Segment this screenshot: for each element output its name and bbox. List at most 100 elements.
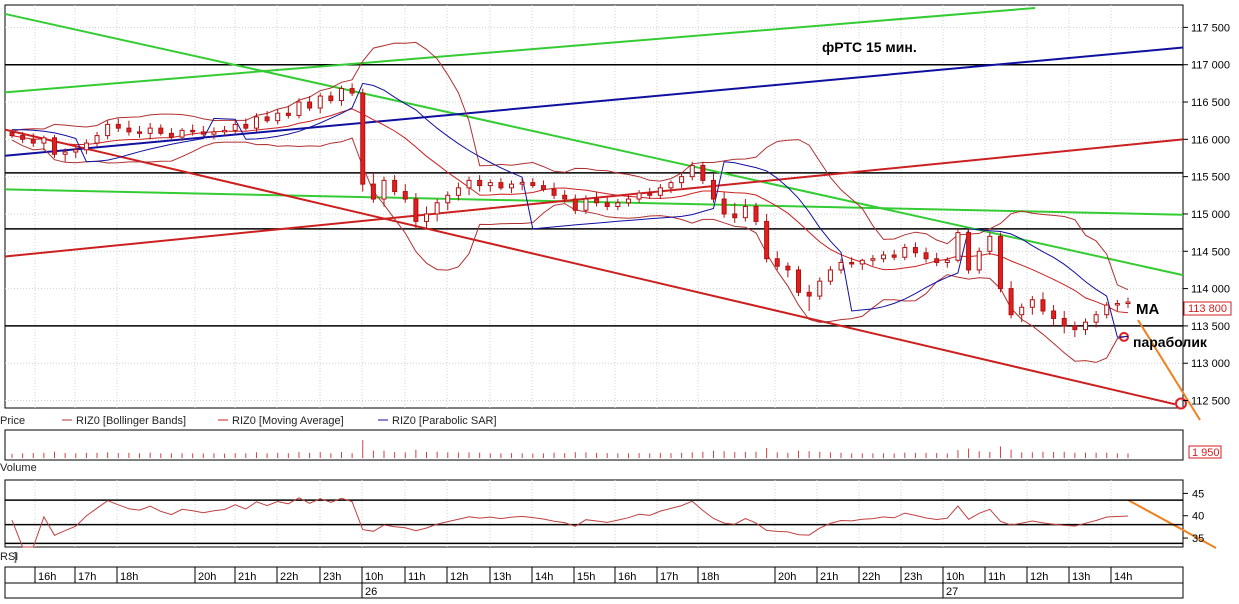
time-tick-label: 10h: [946, 571, 964, 583]
candle-body: [477, 179, 483, 187]
candle-body: [243, 123, 249, 129]
price-tick-label: 114 000: [1191, 284, 1230, 296]
moving-average: [11, 108, 1129, 314]
candle-body: [349, 88, 355, 94]
candle-body: [424, 213, 430, 222]
rsi-bracket: ]: [14, 551, 17, 563]
candle-body: [625, 198, 631, 204]
candle-body: [679, 176, 685, 184]
candle-body: [583, 198, 589, 211]
candle-body: [849, 261, 855, 265]
candle-body: [52, 137, 58, 155]
candle-body: [700, 164, 706, 181]
last-price-box: [1183, 301, 1232, 316]
candle-body: [594, 198, 600, 204]
legend-ma: RIZ0 [Moving Average]: [232, 415, 344, 427]
candle-body: [976, 250, 982, 271]
candle-body: [944, 259, 950, 263]
candle-body: [785, 265, 791, 271]
candle-body: [540, 185, 546, 190]
candle-body: [827, 269, 833, 282]
candle-body: [211, 131, 217, 135]
ma-annotation: MA: [1136, 301, 1159, 318]
candle-body: [222, 129, 228, 133]
candle-body: [764, 220, 770, 260]
rsi-plot: 45 40 35: [5, 488, 1217, 549]
candle-body: [572, 198, 578, 211]
candle-body: [296, 101, 302, 116]
candle-body: [551, 188, 557, 196]
candle-body: [966, 232, 972, 271]
candle-body: [955, 232, 961, 261]
candle-body: [317, 95, 323, 109]
candle-body: [466, 179, 472, 189]
time-tick-label: 23h: [323, 571, 341, 583]
sar-line: [11, 82, 1129, 338]
price-tick-label: 117 000: [1191, 60, 1230, 72]
time-tick-label: 11h: [988, 571, 1006, 583]
candle-body: [370, 183, 376, 200]
date-tick-label: 27: [946, 586, 958, 598]
price-tick-label: 112 500: [1191, 396, 1230, 408]
candle-body: [870, 258, 876, 261]
candle-body: [264, 116, 270, 122]
volume-last-label: 1 950: [1192, 447, 1220, 459]
candle-body: [530, 182, 536, 187]
candle-body: [721, 198, 727, 215]
candle-body: [604, 202, 610, 208]
candle-body: [115, 123, 121, 129]
candle-body: [487, 182, 493, 187]
candle-body: [562, 194, 568, 200]
price-panel-frame: [4, 4, 1184, 409]
candle-body: [413, 198, 419, 222]
candle-body: [509, 183, 515, 189]
time-tick-label: 16h: [618, 571, 636, 583]
candle-body: [1040, 299, 1046, 312]
price-tick-label: 116 000: [1191, 134, 1230, 146]
candle-body: [817, 280, 823, 297]
volume-bars: [11, 440, 1129, 458]
volume-panel-frame: [4, 429, 1184, 461]
candle-body: [168, 132, 174, 138]
candle-body: [30, 138, 36, 144]
rsi-line: [11, 497, 1129, 548]
price-tick-label: 113 500: [1191, 321, 1230, 333]
trend-lines: [4, 6, 1201, 421]
candle-body: [1019, 306, 1025, 316]
candle-body: [657, 187, 663, 196]
time-tick-label: 23h: [904, 571, 922, 583]
candle-body: [732, 213, 738, 219]
candle-body: [94, 135, 100, 144]
rsi-panel-frame: [4, 479, 1184, 548]
candle-body: [275, 112, 281, 122]
candle-body: [881, 254, 887, 260]
candle-body: [891, 254, 897, 258]
candle-body: [200, 131, 206, 135]
candle-body: [806, 291, 812, 297]
candle-body: [126, 127, 132, 133]
target-marker: [1175, 397, 1187, 410]
forecast-arrow: [1137, 319, 1201, 421]
time-tick-label: 13h: [493, 571, 511, 583]
candle-body: [838, 261, 844, 271]
candle-body: [328, 95, 334, 102]
candle-body: [455, 187, 461, 196]
candle-body: [1114, 303, 1120, 306]
candle-body: [519, 182, 525, 185]
candle-body: [253, 116, 259, 129]
legend-bollinger: RIZ0 [Bollinger Bands]: [76, 415, 186, 427]
price-axis: 117 500 117 000 116 500 116 000 115 500 115 0…: [1183, 22, 1230, 408]
candle-body: [1008, 288, 1014, 316]
candle-body: [1061, 317, 1067, 327]
candle-body: [62, 151, 68, 155]
time-tick-label: 17h: [78, 571, 96, 583]
time-tick-label: 10h: [365, 571, 383, 583]
candle-body: [796, 269, 802, 293]
trend-line: [4, 6, 1036, 94]
trend-line: [4, 12, 1184, 277]
rsi-tick-label: 40: [1192, 511, 1204, 523]
candle-body: [1093, 314, 1099, 323]
candle-body: [753, 206, 759, 222]
time-tick-label: 20h: [198, 571, 216, 583]
time-tick-label: 14h: [1114, 571, 1132, 583]
